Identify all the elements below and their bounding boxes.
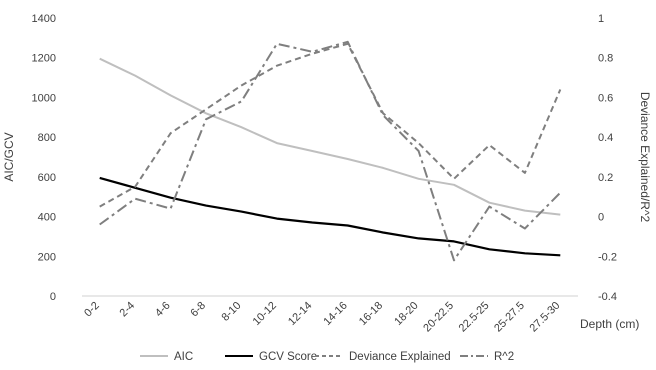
y2-tick-label: 0.2 — [598, 172, 613, 184]
y-tick-label: 1000 — [32, 92, 56, 104]
x-tick-label: 18-20 — [392, 300, 420, 328]
x-axis: 0-2 2-4 4-6 6-8 8-10 10-12 12-14 14-16 16-18 18-2… — [82, 300, 562, 335]
y2-tick-label: 0.8 — [598, 53, 613, 65]
y2-tick-label: 0.4 — [598, 132, 613, 144]
y2-tick-label: 0.6 — [598, 92, 613, 104]
x-tick-label: 4-6 — [153, 300, 173, 320]
x-tick-label: 22.5-25 — [457, 300, 492, 335]
x-tick-label: 16-18 — [357, 300, 385, 328]
x-tick-label: 0-2 — [82, 300, 102, 320]
legend-label: AIC — [174, 351, 193, 363]
x-tick-label: 14-16 — [321, 300, 349, 328]
y-tick-label: 400 — [38, 212, 56, 224]
legend-label: Deviance Explained — [349, 351, 451, 363]
legend-label: GCV Score — [259, 351, 317, 363]
legend: AIC GCV Score Deviance Explained R^2 — [140, 351, 514, 363]
x-tick-label: 10-12 — [251, 300, 279, 328]
x-axis-title: Depth (cm) — [580, 317, 639, 331]
y2-tick-label: -0.4 — [598, 291, 617, 303]
y2-axis-title: Deviance Explained/R^2 — [638, 92, 652, 223]
x-tick-label: 8-10 — [219, 300, 243, 324]
x-tick-label: 2-4 — [118, 300, 138, 320]
y-tick-label: 0 — [50, 291, 56, 303]
series-line-0 — [99, 57, 561, 216]
x-tick-label: 20-22.5 — [421, 300, 456, 335]
x-tick-label: 6-8 — [188, 300, 208, 320]
y2-tick-label: 1 — [598, 13, 604, 25]
series-line-3 — [99, 40, 562, 262]
right-axis: -0.4 -0.2 0 0.2 0.4 0.6 0.8 1 — [598, 13, 617, 303]
y-tick-label: 800 — [38, 132, 56, 144]
series-line-2 — [99, 42, 562, 208]
left-axis: 0 200 400 600 800 1000 1200 1400 — [32, 13, 56, 303]
y-tick-label: 1200 — [32, 53, 56, 65]
series-line-1 — [99, 176, 561, 257]
series-layer — [99, 40, 562, 262]
y-tick-label: 200 — [38, 251, 56, 263]
y2-tick-label: -0.2 — [598, 251, 617, 263]
x-tick-label: 25-27.5 — [492, 300, 527, 335]
x-tick-label: 12-14 — [286, 300, 314, 328]
x-tick-label: 27.5-30 — [528, 300, 563, 335]
y-axis-title: AIC/GCV — [2, 132, 16, 181]
y2-tick-label: 0 — [598, 212, 604, 224]
y-tick-label: 1400 — [32, 13, 56, 25]
legend-label: R^2 — [494, 351, 514, 363]
y-tick-label: 600 — [38, 172, 56, 184]
